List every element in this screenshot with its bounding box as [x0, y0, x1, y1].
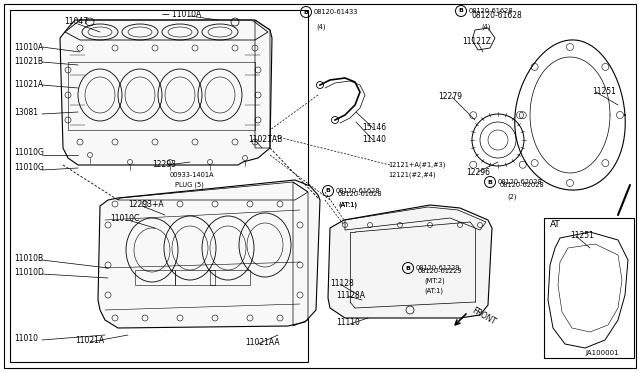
Bar	[210, 270, 250, 285]
Text: — 11010A: — 11010A	[162, 10, 201, 19]
Text: (MT:2): (MT:2)	[424, 278, 445, 285]
Bar	[175, 270, 215, 285]
Text: 11010G: 11010G	[14, 163, 44, 172]
Polygon shape	[98, 180, 320, 328]
Text: 11021A: 11021A	[75, 336, 104, 345]
Text: 08120-61433: 08120-61433	[314, 9, 358, 15]
Text: 11010B: 11010B	[14, 254, 43, 263]
Text: JA100001: JA100001	[585, 350, 619, 356]
Text: 11021AA: 11021AA	[245, 338, 280, 347]
Text: 08120-61628: 08120-61628	[469, 8, 514, 14]
Text: 11010A: 11010A	[14, 43, 44, 52]
Polygon shape	[328, 205, 492, 318]
Text: 11010C: 11010C	[110, 214, 140, 223]
Text: (AT:1): (AT:1)	[338, 201, 357, 208]
Text: B: B	[303, 10, 308, 15]
Text: 08120-61628: 08120-61628	[472, 11, 523, 20]
Text: 12296: 12296	[466, 168, 490, 177]
Text: PLUG (5): PLUG (5)	[175, 182, 204, 189]
Bar	[135, 270, 175, 285]
Polygon shape	[60, 20, 272, 165]
Text: AT: AT	[550, 220, 561, 229]
Text: 11010D: 11010D	[14, 268, 44, 277]
Text: (AT:1): (AT:1)	[338, 201, 357, 208]
Text: 11128: 11128	[330, 279, 354, 288]
Text: 11021A: 11021A	[14, 80, 43, 89]
Text: 12121(#2,#4): 12121(#2,#4)	[388, 172, 436, 179]
Bar	[544, 218, 634, 358]
Text: (AT:1): (AT:1)	[424, 288, 443, 295]
Text: 11140: 11140	[362, 135, 386, 144]
Text: 00933-1401A: 00933-1401A	[170, 172, 214, 178]
Text: (2): (2)	[507, 193, 516, 199]
Text: 13081: 13081	[14, 108, 38, 117]
Text: 11251: 11251	[570, 231, 594, 240]
Text: 08120-61628: 08120-61628	[336, 188, 381, 194]
Text: B: B	[326, 189, 330, 193]
Text: FRONT: FRONT	[470, 306, 497, 326]
Text: (4): (4)	[316, 23, 326, 29]
Text: 08120-61628: 08120-61628	[338, 191, 383, 197]
Bar	[10, 10, 308, 362]
Text: 12293+A: 12293+A	[128, 200, 164, 209]
Text: B: B	[406, 266, 410, 270]
Text: 11121Z: 11121Z	[462, 37, 491, 46]
Text: 08120-61229: 08120-61229	[416, 265, 461, 271]
Text: 11010: 11010	[14, 334, 38, 343]
Text: 11010G: 11010G	[14, 148, 44, 157]
Text: 11021B: 11021B	[14, 57, 43, 66]
Text: 15146: 15146	[362, 123, 386, 132]
Text: 12279: 12279	[438, 92, 462, 101]
Text: B: B	[488, 180, 492, 185]
Text: 11021AB: 11021AB	[248, 135, 282, 144]
Text: 11047: 11047	[64, 17, 88, 26]
Text: 11128A: 11128A	[336, 291, 365, 300]
Text: 11251: 11251	[592, 87, 616, 96]
Text: 12293: 12293	[152, 160, 176, 169]
Text: 11110: 11110	[336, 318, 360, 327]
Text: 08120-61229: 08120-61229	[418, 268, 463, 274]
Text: B: B	[459, 9, 463, 13]
Text: 12121+A(#1,#3): 12121+A(#1,#3)	[388, 162, 445, 169]
Text: 08120-62028: 08120-62028	[500, 182, 545, 188]
Text: (4): (4)	[481, 23, 490, 29]
Text: 08120-62028: 08120-62028	[498, 179, 543, 185]
